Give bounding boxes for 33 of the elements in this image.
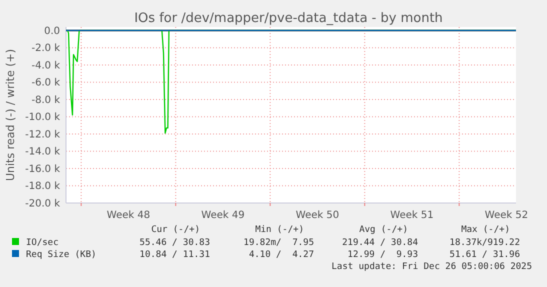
y-tick-label: -4.0 k [32, 60, 60, 72]
text: 18.37k/919.22 [450, 238, 520, 248]
y-tick-label: -6.0 k [32, 78, 60, 89]
text: 219.44 / 30.84 [342, 238, 418, 248]
y-tick-label: -2.0 k [32, 43, 60, 54]
x-tick-label: Week 50 [296, 210, 340, 221]
legend-label: IO/sec [26, 238, 59, 248]
text: Last update: Fri Dec 26 05:00:06 2025 [332, 262, 532, 272]
text: 51.61 / 31.96 [450, 250, 520, 260]
y-tick-label: -14.0 k [25, 146, 60, 158]
y-tick-label: -20.0 k [25, 198, 60, 210]
text: Max (-/+) [461, 225, 510, 235]
text: 12.99 / 9.93 [342, 250, 418, 260]
y-tick-label: -16.0 k [25, 164, 60, 175]
text: Cur (-/+) [151, 225, 200, 235]
text: 19.82m/ 7.95 [244, 238, 314, 248]
y-tick-label: 0.0 [44, 26, 60, 37]
y-tick-label: -12.0 k [25, 129, 60, 140]
text: 55.46 / 30.83 [140, 238, 210, 248]
y-tick-label: -10.0 k [25, 112, 60, 124]
text: 10.84 / 11.31 [140, 250, 210, 260]
x-tick-label: Week 51 [390, 210, 434, 221]
text: Min (-/+) [255, 225, 304, 235]
y-axis-title: Units read (-) / write (+) [4, 48, 17, 182]
text: 4.10 / 4.27 [244, 250, 314, 260]
x-tick-label: Week 52 [484, 210, 528, 221]
x-tick-label: Week 48 [106, 210, 150, 221]
x-tick-label: Week 49 [201, 210, 245, 221]
chart-title: IOs for /dev/mapper/pve-data_tdata - by month [134, 11, 443, 26]
text: Avg (-/+) [359, 225, 408, 235]
legend-label: Req Size (KB) [26, 250, 96, 260]
y-tick-label: -8.0 k [32, 94, 60, 106]
y-tick-label: -18.0 k [25, 181, 60, 192]
